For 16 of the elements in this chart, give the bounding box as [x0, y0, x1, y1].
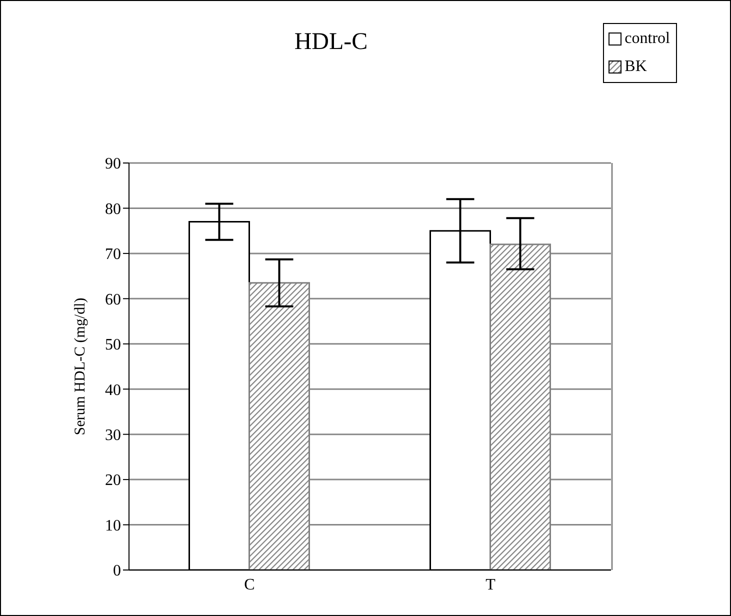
y-tick-label: 60	[105, 291, 121, 308]
y-tick-label: 50	[105, 336, 121, 354]
y-tick-label: 40	[105, 382, 121, 399]
y-tick-label: 70	[105, 246, 121, 264]
y-tick-label: 30	[105, 427, 121, 444]
y-tick-label: 80	[105, 200, 121, 218]
y-tick-label: 20	[105, 472, 121, 490]
x-tick-label: C	[244, 576, 255, 594]
chart-title: HDL-C	[293, 29, 369, 56]
y-tick-label: 10	[105, 517, 121, 534]
y-tick-label: 90	[105, 156, 121, 173]
y-axis-title: Serum HDL-C (mg/dl)	[72, 298, 88, 436]
legend-label: control	[624, 30, 670, 48]
legend-label: BK	[624, 58, 647, 76]
y-tick-label: 0	[113, 562, 121, 580]
x-tick-label: T	[486, 576, 496, 594]
